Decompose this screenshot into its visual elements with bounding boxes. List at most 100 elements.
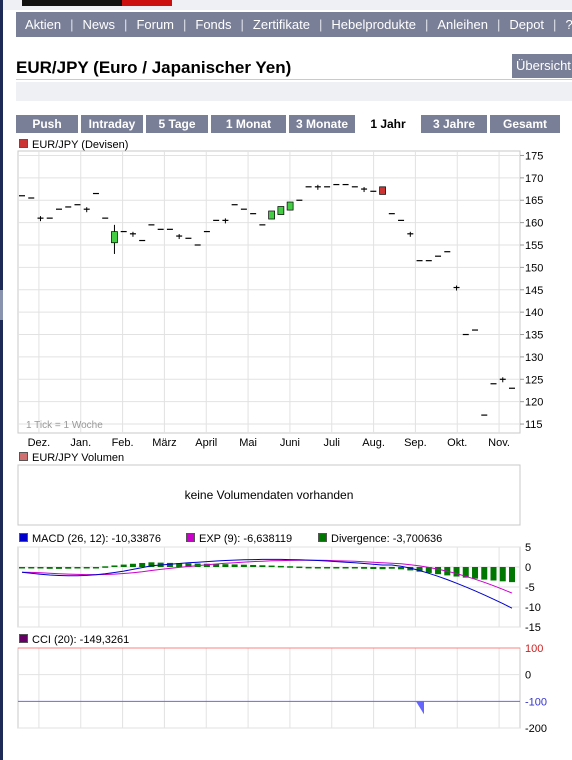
price-tick-label: 160 (525, 218, 543, 230)
divergence-bar (148, 562, 155, 567)
price-month-label: April (195, 437, 217, 449)
macd-tick-label: -15 (525, 622, 541, 634)
divergence-bar (102, 566, 109, 568)
divergence-bar (490, 567, 497, 581)
nav-item-hebelprodukte[interactable]: Hebelprodukte (331, 17, 416, 32)
tab-1-jahr[interactable]: 1 Jahr (358, 115, 418, 133)
price-tick-label: 135 (525, 330, 543, 342)
divergence-bar (333, 567, 340, 569)
tab-3-jahre[interactable]: 3 Jahre (421, 115, 487, 133)
nav-item-help[interactable]: ? (565, 17, 572, 32)
divergence-bar (92, 567, 99, 569)
divergence-bar (203, 563, 210, 567)
divergence-bar (55, 567, 62, 569)
price-month-label: Juli (323, 437, 340, 449)
divergence-bar (120, 564, 127, 567)
divergence-legend-swatch (318, 533, 327, 542)
divergence-bar (65, 567, 72, 569)
price-month-label: Sep. (404, 437, 427, 449)
price-month-label: Mai (239, 437, 257, 449)
divergence-bar (259, 565, 266, 567)
divergence-bar (370, 567, 377, 569)
nav-separator: | (183, 17, 187, 32)
divergence-bar (74, 567, 81, 569)
price-legend-label: EUR/JPY (Devisen) (32, 139, 129, 151)
nav-item-aktien[interactable]: Aktien (25, 17, 62, 32)
divergence-bar (398, 567, 405, 570)
price-month-label: Feb. (112, 437, 134, 449)
brand-logo-red (122, 0, 172, 6)
tab-5-tage[interactable]: 5 Tage (146, 115, 208, 133)
window-left-edge (0, 0, 3, 760)
macd-legend: MACD (26, 12): -10,33876 (19, 533, 161, 545)
price-tick-label: 145 (525, 285, 543, 297)
divergence-bar (185, 563, 192, 567)
divergence-bar (416, 567, 423, 572)
divergence-bar (250, 564, 257, 567)
divergence-bar (139, 562, 146, 567)
candle-up (277, 206, 285, 215)
price-tick-label: 170 (525, 173, 543, 185)
cci-tick-label: 0 (525, 670, 531, 682)
cci-tick-label: -100 (525, 696, 547, 708)
title-divider (16, 79, 572, 80)
divergence-bar (388, 567, 395, 569)
nav-item-fonds[interactable]: Fonds (195, 17, 232, 32)
exp-legend: EXP (9): -6,638119 (186, 533, 292, 545)
volume-chart: keine Volumendaten vorhanden (17, 464, 521, 526)
nav-item-news[interactable]: News (82, 17, 116, 32)
divergence-legend: Divergence: -3,700636 (318, 533, 442, 545)
divergence-bar (268, 565, 275, 568)
divergence-bar (314, 567, 321, 569)
divergence-bar (231, 564, 238, 567)
tab-intraday[interactable]: Intraday (81, 115, 143, 133)
divergence-bar (379, 567, 386, 570)
divergence-bar (129, 563, 136, 567)
candle-up (111, 231, 118, 244)
price-month-label: Nov. (488, 437, 510, 449)
macd-tick-label: -5 (525, 582, 535, 594)
price-tick-label: 125 (525, 374, 543, 386)
nav-separator: | (240, 17, 244, 32)
tick-note: 1 Tick = 1 Woche (26, 420, 103, 431)
overview-button[interactable]: Übersicht (512, 54, 572, 78)
price-tick-label: 115 (525, 419, 543, 431)
price-month-label: Okt. (447, 437, 467, 449)
volume-frame (17, 464, 521, 526)
divergence-bar (28, 567, 35, 569)
nav-item-forum[interactable]: Forum (136, 17, 174, 32)
divergence-bar (435, 567, 442, 575)
divergence-bar (83, 567, 90, 569)
tab-1-monat[interactable]: 1 Monat (211, 115, 286, 133)
price-tick-label: 155 (525, 240, 543, 252)
nav-item-depot[interactable]: Depot (509, 17, 545, 32)
divergence-bar (509, 567, 515, 583)
macd-line (21, 558, 513, 609)
divergence-bar (425, 567, 432, 573)
candle-down (379, 186, 386, 195)
nav-separator: | (496, 17, 501, 32)
price-legend-swatch (19, 139, 28, 148)
divergence-bar (19, 567, 25, 569)
cci-frame (17, 647, 521, 729)
divergence-bar (296, 566, 303, 569)
divergence-bar (277, 565, 284, 568)
brand-logo-black (22, 0, 122, 6)
scroll-marker (0, 290, 3, 320)
divergence-bar (407, 567, 414, 571)
nav-item-anleihen[interactable]: Anleihen (437, 17, 488, 32)
divergence-bar (46, 567, 53, 569)
tab-3-monate[interactable]: 3 Monate (289, 115, 355, 133)
exp-line (21, 559, 513, 594)
price-tick-label: 175 (525, 150, 543, 162)
price-tick-label: 140 (525, 307, 543, 319)
cci-oversold-spike (416, 701, 424, 715)
divergence-bar (166, 562, 173, 567)
divergence-bar (453, 567, 460, 577)
tab-push[interactable]: Push (16, 115, 78, 133)
price-tick-label: 120 (525, 397, 543, 409)
tab-gesamt[interactable]: Gesamt (490, 115, 560, 133)
cci-tick-label: -200 (525, 723, 547, 735)
nav-item-zertifikate[interactable]: Zertifikate (252, 17, 310, 32)
